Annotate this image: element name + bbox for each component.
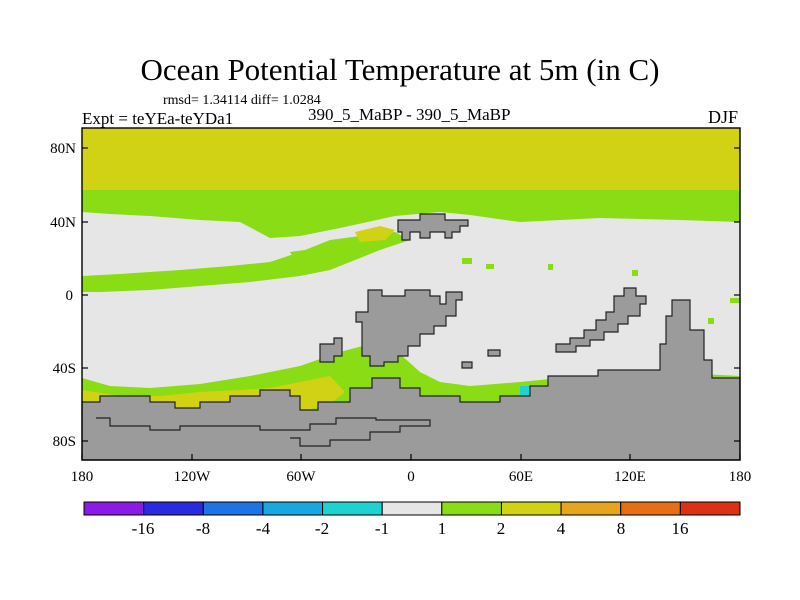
experiment-label: Expt = teYEa-teYDa1 xyxy=(82,109,234,128)
season-label: DJF xyxy=(708,107,739,127)
green-patch xyxy=(730,298,740,303)
land-antarctica-inner-coast xyxy=(96,417,431,447)
land-small-block xyxy=(461,361,473,369)
land-africa-south-america xyxy=(355,289,463,367)
case-label: 390_5_MaBP - 390_5_MaBP xyxy=(308,105,511,124)
map-field xyxy=(81,127,741,461)
lon-label-180w: 180 xyxy=(71,469,94,485)
lon-labels: 180 120W 60W 0 60E 120E 180 xyxy=(71,469,752,485)
colorbar-swatch xyxy=(500,501,562,516)
colorbar-swatch xyxy=(381,501,443,516)
lat-axis xyxy=(82,147,740,442)
colorbar-swatch xyxy=(143,501,204,516)
stats-line: rmsd= 1.34114 diff= 1.0284 xyxy=(163,93,321,108)
colorbar-swatch xyxy=(560,501,622,516)
land-north-atlantic xyxy=(397,213,469,241)
arctic-warm-band xyxy=(82,128,740,190)
cyan-patch xyxy=(520,386,532,398)
colorbar-label: -2 xyxy=(315,519,329,538)
lon-label-180e: 180 xyxy=(729,469,752,485)
green-patch xyxy=(462,258,472,264)
green-patch xyxy=(632,270,638,276)
colorbar-labels: -16 -8 -4 -2 -1 1 2 4 8 16 xyxy=(132,519,689,538)
colorbar-label: 2 xyxy=(497,519,506,538)
colorbar-label: -4 xyxy=(256,519,271,538)
land-antarctica xyxy=(81,299,741,461)
colorbar-label: 8 xyxy=(617,519,626,538)
colorbar-label: -1 xyxy=(375,519,389,538)
green-streak xyxy=(290,248,340,260)
green-patch xyxy=(486,264,494,269)
colorbar-swatch xyxy=(83,501,145,516)
lat-label-40s: 40S xyxy=(53,361,76,377)
lat-label-40n: 40N xyxy=(50,215,76,231)
land-indian-ocean-ridge xyxy=(555,287,647,353)
colorbar-label: 16 xyxy=(672,519,689,538)
lat-label-0: 0 xyxy=(66,288,74,304)
map-title: Ocean Potential Temperature at 5m (in C) xyxy=(140,52,660,87)
lon-label-60w: 60W xyxy=(286,469,316,485)
colorbar-swatch xyxy=(202,501,264,516)
green-patch xyxy=(708,318,714,324)
land-small-block xyxy=(487,349,501,357)
colorbar xyxy=(83,501,741,516)
colorbar-swatch xyxy=(679,501,741,516)
yellow-patch-north xyxy=(355,226,395,242)
lon-label-60e: 60E xyxy=(509,469,533,485)
colorbar-label: 1 xyxy=(438,519,447,538)
north-green-belt xyxy=(82,190,740,238)
colorbar-label: 4 xyxy=(557,519,566,538)
land-masses xyxy=(81,213,741,461)
land-small-block xyxy=(319,337,343,363)
green-patch xyxy=(548,264,553,270)
colorbar-label: -16 xyxy=(132,519,155,538)
lon-axis xyxy=(81,454,741,460)
colorbar-swatch xyxy=(620,501,681,516)
lat-label-80n: 80N xyxy=(50,141,76,157)
tropical-green-tongue xyxy=(82,232,410,292)
colorbar-swatch xyxy=(262,501,324,516)
colorbar-swatch xyxy=(322,501,383,516)
lat-label-80s: 80S xyxy=(53,434,76,450)
lat-labels: 80N 40N 0 40S 80S xyxy=(50,141,76,450)
colorbar-swatch xyxy=(441,501,502,516)
lon-label-0: 0 xyxy=(407,469,415,485)
lon-label-120w: 120W xyxy=(174,469,212,485)
colorbar-label: -8 xyxy=(196,519,210,538)
lon-label-120e: 120E xyxy=(614,469,646,485)
